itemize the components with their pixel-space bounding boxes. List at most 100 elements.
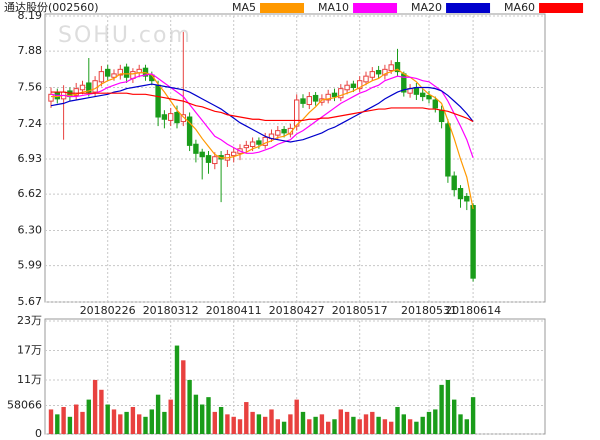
candle-body	[123, 66, 130, 78]
candle-body	[413, 87, 420, 95]
volume-bar	[395, 406, 400, 434]
legend: MA5 MA10 MA20 MA60	[232, 1, 584, 14]
y-tick-label: 7.56	[18, 81, 43, 94]
candle-body	[161, 114, 168, 120]
y-tick-label: 6.30	[18, 224, 43, 237]
y-tick-label: 8.19	[18, 9, 43, 22]
volume-bar	[414, 421, 419, 434]
volume-bar	[61, 406, 66, 434]
candle-body	[174, 111, 180, 124]
candle-body	[92, 80, 98, 93]
volume-bar	[313, 416, 318, 434]
candle-body	[445, 123, 451, 177]
candle-body	[275, 130, 281, 136]
volume-bar	[382, 419, 388, 434]
volume-bar	[155, 394, 161, 434]
candle-body	[363, 75, 369, 83]
candle-body	[281, 128, 287, 134]
volume-bar	[218, 406, 224, 434]
volume-bar	[332, 419, 337, 434]
candle-body	[306, 96, 313, 106]
y-tick-label: 23万	[17, 314, 42, 327]
candle-body	[168, 113, 174, 121]
candle-body	[420, 92, 426, 98]
volume-bar	[439, 384, 444, 434]
candle-body	[394, 62, 401, 73]
volume-bar	[407, 419, 413, 434]
volume-bar	[300, 411, 306, 434]
volume-bar	[143, 416, 148, 434]
candle-body	[350, 83, 357, 88]
volume-bar	[149, 409, 154, 434]
candle-body	[186, 116, 193, 146]
y-tick-label: 5.67	[18, 295, 43, 308]
candle-body	[155, 84, 161, 118]
candle-body	[300, 98, 306, 104]
x-tick-label: 20180531	[401, 304, 457, 317]
candle-body	[457, 188, 464, 200]
candle-body	[432, 99, 439, 109]
ma-line	[50, 83, 474, 143]
volume-bar	[181, 360, 186, 434]
y-tick-label: 5.99	[18, 259, 43, 272]
volume-bar	[269, 409, 274, 434]
candle-body	[105, 68, 111, 77]
volume-bar	[187, 379, 192, 434]
price-frame	[44, 13, 546, 303]
candle-body	[199, 151, 205, 158]
candle-body	[249, 141, 256, 148]
volume-bar	[281, 421, 287, 434]
volume-bar	[67, 416, 73, 434]
x-tick-label: 20180614	[445, 304, 501, 317]
volume-bar	[445, 379, 451, 434]
volume-bar	[231, 416, 236, 434]
x-tick-label: 20180427	[269, 304, 325, 317]
candle-body	[86, 82, 92, 93]
volume-bar	[111, 409, 117, 434]
candle-body	[451, 175, 457, 191]
candle-body	[375, 69, 382, 75]
volume-bar	[370, 411, 375, 434]
volume-bar	[212, 411, 217, 434]
x-tick-label: 20180312	[143, 304, 199, 317]
candle-body	[357, 80, 363, 90]
volume-bar	[319, 414, 325, 434]
candle-body	[426, 94, 432, 100]
ma-line	[50, 73, 474, 159]
volume-bar	[225, 414, 230, 434]
y-tick-label: 7.88	[18, 44, 43, 57]
legend-swatch	[539, 3, 584, 13]
volume-bar	[162, 411, 167, 434]
volume-bar	[99, 389, 104, 434]
y-tick-label: 17万	[17, 343, 42, 356]
volume-bar	[55, 414, 60, 434]
candle-body	[331, 92, 338, 98]
legend-swatch	[260, 3, 305, 13]
volume-bar	[389, 421, 394, 434]
volume-bar	[307, 419, 312, 434]
candle-body	[243, 144, 250, 149]
candle-body	[438, 109, 445, 123]
volume-bar	[105, 404, 110, 434]
legend-label: MA60	[504, 1, 535, 14]
volume-bar	[86, 399, 91, 434]
y-tick-label: 0	[35, 427, 42, 440]
x-tick-label: 20180517	[332, 304, 388, 317]
candle-body	[325, 93, 331, 101]
volume-bar	[168, 399, 173, 434]
candle-body	[73, 88, 79, 96]
x-tick-label: 20180226	[80, 304, 136, 317]
y-tick-label: 11万	[17, 373, 42, 386]
volume-bar	[48, 409, 54, 434]
candle-body	[48, 93, 54, 102]
legend-label: MA5	[232, 1, 256, 14]
y-tick-label: 58066	[7, 398, 42, 411]
candle-body	[205, 155, 212, 163]
volume-bar	[458, 414, 463, 434]
volume-bar	[351, 416, 356, 434]
volume-bar	[200, 404, 205, 434]
volume-bar	[426, 411, 432, 434]
volume-bar	[288, 414, 293, 434]
candle-body	[294, 99, 300, 127]
